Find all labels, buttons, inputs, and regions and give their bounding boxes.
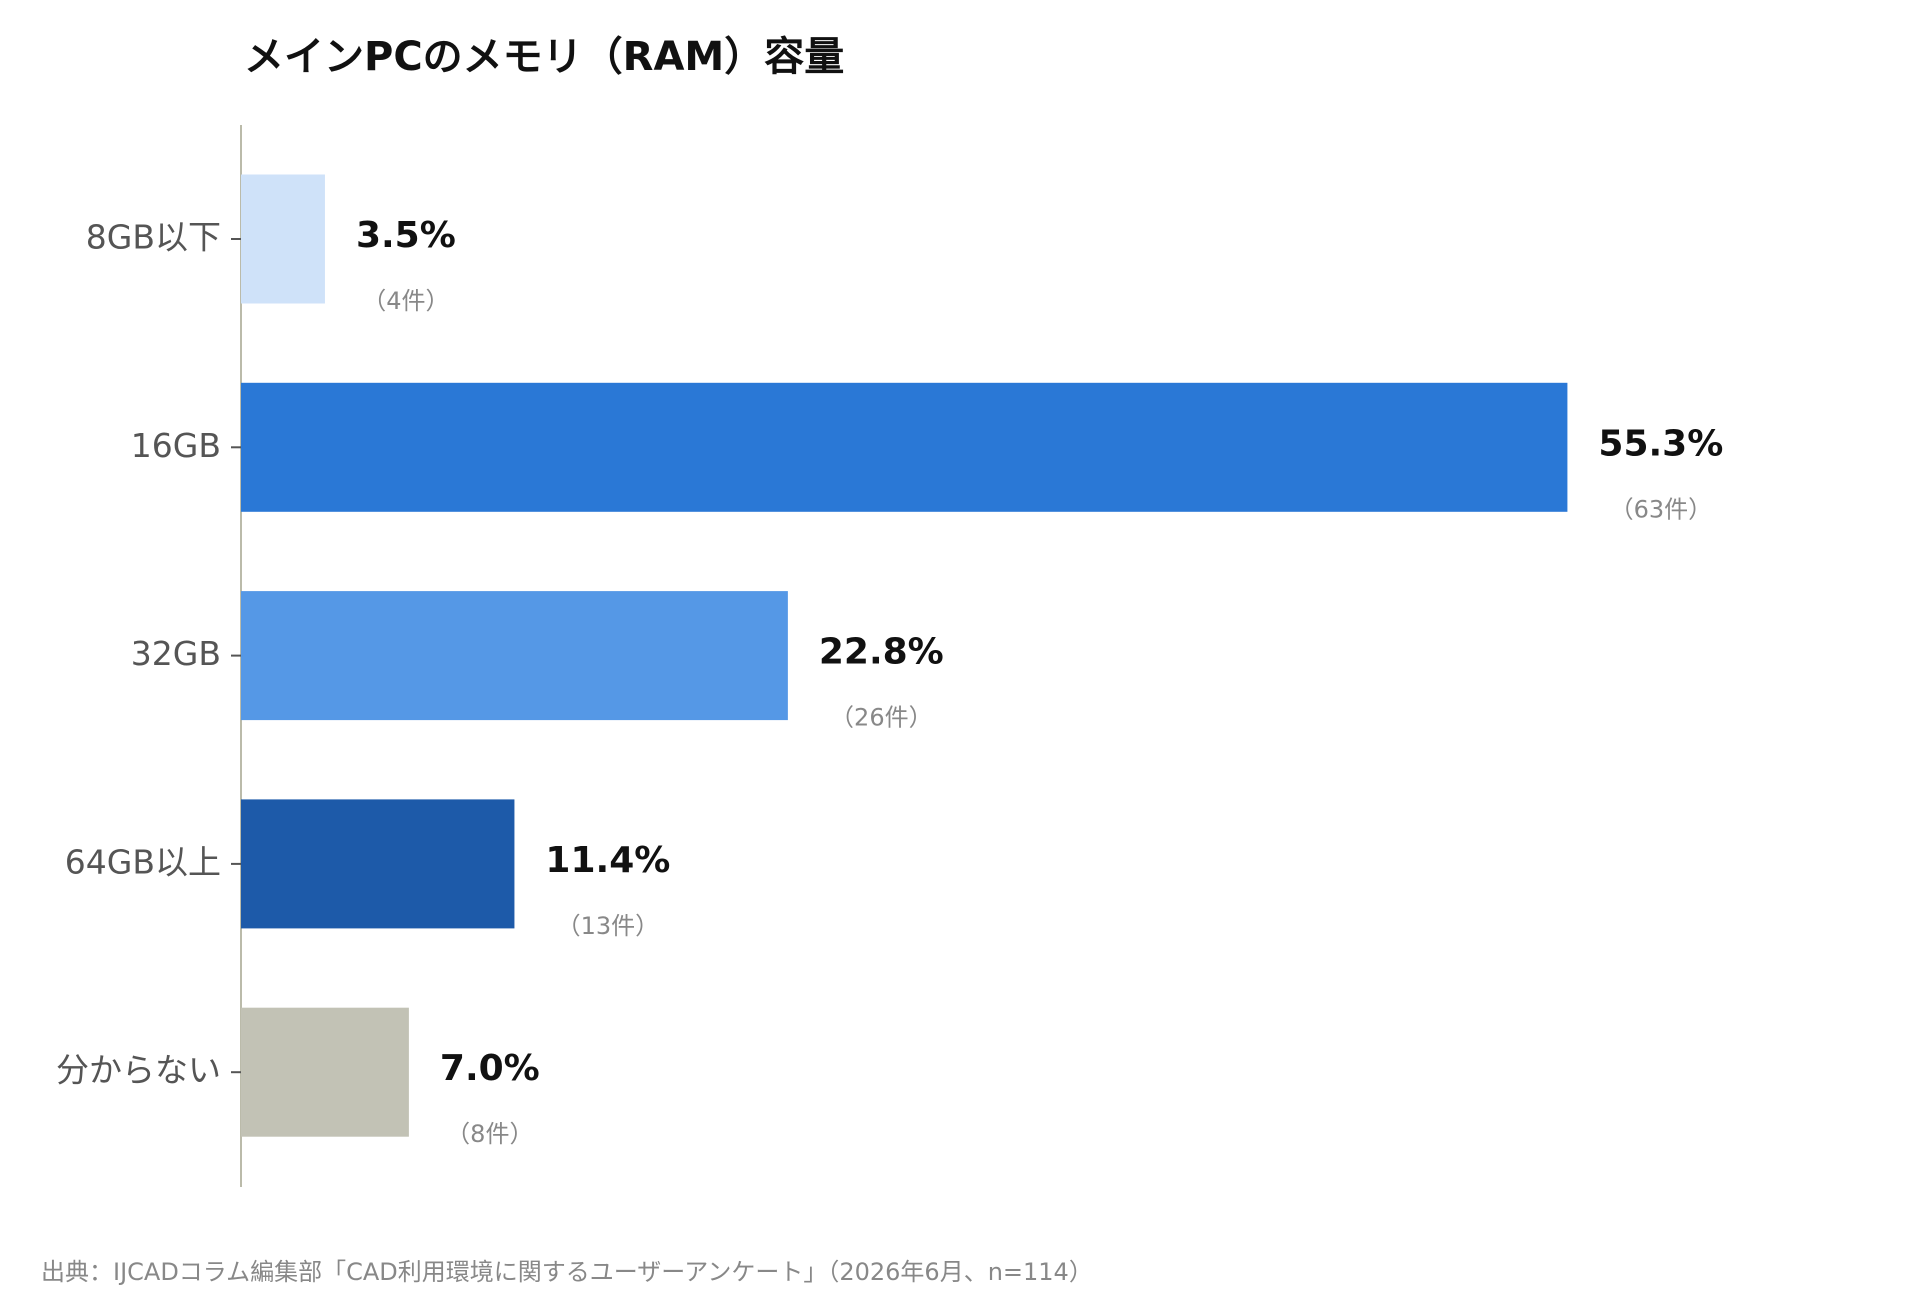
count-label: （4件） (362, 287, 449, 315)
value-label: 55.3% (1598, 423, 1723, 464)
bar (241, 382, 1568, 512)
bar (241, 799, 515, 929)
y-tick-label: 16GB (131, 426, 221, 465)
bar (241, 174, 325, 304)
count-label: （8件） (446, 1120, 533, 1148)
count-label: （63件） (1610, 495, 1713, 523)
y-tick-label: 64GB以上 (65, 842, 221, 881)
count-label: （13件） (557, 912, 660, 940)
bar (241, 591, 788, 721)
count-label: （26件） (830, 704, 933, 732)
value-label: 22.8% (819, 632, 944, 673)
value-label: 3.5% (356, 215, 456, 256)
y-tick-label: 8GB以下 (86, 218, 221, 257)
y-tick-label: 32GB (131, 634, 221, 673)
value-label: 11.4% (545, 840, 670, 881)
value-label: 7.0% (440, 1048, 540, 1089)
chart-title: メインPCのメモリ（RAM）容量 (244, 34, 844, 80)
bar (241, 1007, 409, 1137)
y-tick-label: 分からない (56, 1051, 221, 1090)
source-note: 出典：IJCADコラム編集部「CAD利用環境に関するユーザーアンケート」（202… (41, 1258, 1093, 1286)
